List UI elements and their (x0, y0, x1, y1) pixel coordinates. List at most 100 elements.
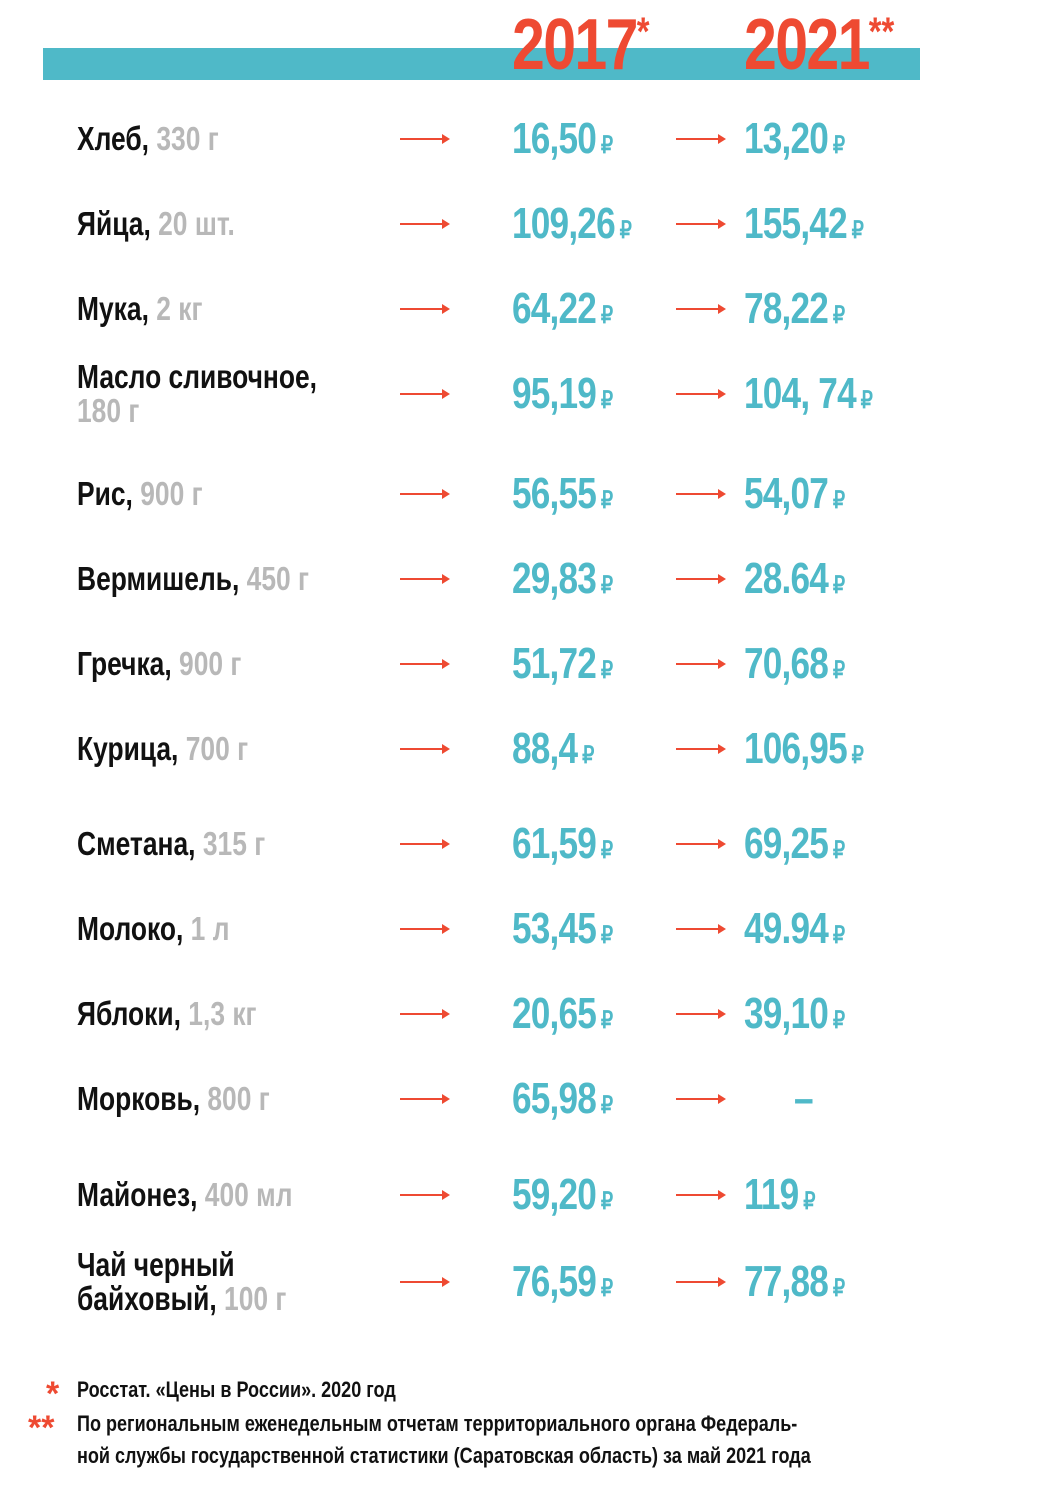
ruble-icon: ₽ (832, 1007, 846, 1034)
footnote-mark-2: ** (868, 10, 895, 54)
product-name: Сметана, 315 г (77, 825, 266, 862)
ruble-icon: ₽ (600, 387, 614, 414)
arrow-right-icon (676, 1190, 726, 1200)
price-2021: 49.94 ₽ (744, 904, 846, 953)
footnote-text-line-1: По региональным еженедельным отчетам тер… (77, 1411, 798, 1436)
price-2021: 155,42 ₽ (744, 199, 864, 248)
price-2017: 16,50 ₽ (512, 114, 614, 163)
product-quantity: 900 г (179, 645, 242, 682)
ruble-icon: ₽ (803, 1188, 816, 1215)
arrow-right-icon (676, 924, 726, 934)
product-quantity: 180 г (77, 392, 140, 429)
arrow-right-icon (676, 219, 726, 229)
price-row: Сметана, 315 г 61,59 ₽ 69,25 ₽ (0, 802, 1061, 886)
arrow-right-icon (676, 489, 726, 499)
product-quantity: 100 г (224, 1280, 287, 1317)
header-bar (43, 48, 920, 80)
price-2021: 54,07 ₽ (744, 469, 846, 518)
price-2021: 13,20 ₽ (744, 114, 846, 163)
price-row: Вермишель, 450 г 29,83 ₽ 28.64 ₽ (0, 537, 1061, 621)
ruble-icon: ₽ (600, 1007, 614, 1034)
ruble-icon: ₽ (600, 1275, 614, 1302)
price-row: Яблоки, 1,3 кг 20,65 ₽ 39,10 ₽ (0, 972, 1061, 1056)
ruble-icon: ₽ (619, 217, 632, 244)
footnote-1: * Росстат. «Цены в России». 2020 год (0, 1374, 1061, 1411)
arrow-right-icon (676, 659, 726, 669)
product-name: Яблоки, 1,3 кг (77, 995, 257, 1032)
footnote-2: ** По региональным еженедельным отчетам … (0, 1408, 1061, 1472)
ruble-icon: ₽ (851, 217, 864, 244)
arrow-right-icon (400, 304, 450, 314)
ruble-icon: ₽ (600, 1188, 614, 1215)
arrow-right-icon (676, 839, 726, 849)
ruble-icon: ₽ (600, 487, 614, 514)
ruble-icon: ₽ (832, 657, 846, 684)
price-2017: 109,26 ₽ (512, 199, 632, 248)
arrow-right-icon (676, 744, 726, 754)
price-2021: 69,25 ₽ (744, 819, 846, 868)
price-2021-missing: – (794, 1074, 814, 1123)
price-2021: 104, 74 ₽ (744, 369, 873, 418)
price-2017: 20,65 ₽ (512, 989, 614, 1038)
arrow-right-icon (676, 134, 726, 144)
arrow-right-icon (400, 1094, 450, 1104)
price-row: Рис, 900 г 56,55 ₽ 54,07 ₽ (0, 452, 1061, 536)
arrow-right-icon (400, 219, 450, 229)
ruble-icon: ₽ (832, 922, 846, 949)
product-name: Молоко, 1 л (77, 910, 230, 947)
ruble-icon: ₽ (832, 572, 846, 599)
price-row: Хлеб, 330 г 16,50 ₽ 13,20 ₽ (0, 97, 1061, 181)
arrow-right-icon (400, 1009, 450, 1019)
price-row: Гречка, 900 г 51,72 ₽ 70,68 ₽ (0, 622, 1061, 706)
price-2021: 77,88 ₽ (744, 1257, 846, 1306)
ruble-icon: ₽ (600, 302, 614, 329)
product-name: Хлеб, 330 г (77, 120, 219, 157)
price-row: Чай черный байховый, 100 г 76,59 ₽ 77,88 ₽ (0, 1240, 1061, 1324)
price-2017: 88,4 ₽ (512, 724, 595, 773)
product-name: Курица, 700 г (77, 730, 249, 767)
product-name: Чай черный байховый, 100 г (77, 1246, 287, 1317)
year-2021-heading: 2021** (744, 5, 895, 85)
product-quantity: 400 мл (204, 1176, 293, 1213)
price-2021: 39,10 ₽ (744, 989, 846, 1038)
product-quantity: 900 г (140, 475, 203, 512)
price-2017: 56,55 ₽ (512, 469, 614, 518)
product-name: Яйца, 20 шт. (77, 205, 235, 242)
arrow-right-icon (400, 1277, 450, 1287)
ruble-icon: ₽ (600, 132, 614, 159)
price-2017: 76,59 ₽ (512, 1257, 614, 1306)
arrow-right-icon (676, 1009, 726, 1019)
price-2017: 95,19 ₽ (512, 369, 614, 418)
arrow-right-icon (676, 574, 726, 584)
price-2017: 59,20 ₽ (512, 1170, 614, 1219)
product-name: Мука, 2 кг (77, 290, 203, 327)
product-name: Масло сливочное, 180 г (77, 358, 318, 429)
product-quantity: 315 г (202, 825, 266, 862)
arrow-right-icon (400, 1190, 450, 1200)
price-2017: 53,45 ₽ (512, 904, 614, 953)
ruble-icon: ₽ (600, 837, 614, 864)
price-2021: 28.64 ₽ (744, 554, 846, 603)
price-row: Масло сливочное, 180 г 95,19 ₽ 104, 74 ₽ (0, 352, 1061, 436)
price-2021: 70,68 ₽ (744, 639, 846, 688)
arrow-right-icon (676, 304, 726, 314)
price-2021: 78,22 ₽ (744, 284, 846, 333)
price-row: Молоко, 1 л 53,45 ₽ 49.94 ₽ (0, 887, 1061, 971)
product-quantity: 20 шт. (158, 205, 235, 242)
arrow-right-icon (676, 389, 726, 399)
arrow-right-icon (400, 574, 450, 584)
arrow-right-icon (400, 489, 450, 499)
price-2017: 29,83 ₽ (512, 554, 614, 603)
footnote-text-line-2: ной службы государственной статистики (С… (77, 1443, 811, 1468)
ruble-icon: ₽ (600, 1092, 614, 1119)
arrow-right-icon (676, 1094, 726, 1104)
arrow-right-icon (400, 744, 450, 754)
product-name: Вермишель, 450 г (77, 560, 310, 597)
product-quantity: 450 г (246, 560, 310, 597)
ruble-icon: ₽ (851, 742, 864, 769)
product-quantity: 330 г (156, 120, 219, 157)
price-2017: 61,59 ₽ (512, 819, 614, 868)
arrow-right-icon (400, 389, 450, 399)
ruble-icon: ₽ (600, 922, 614, 949)
arrow-right-icon (400, 134, 450, 144)
